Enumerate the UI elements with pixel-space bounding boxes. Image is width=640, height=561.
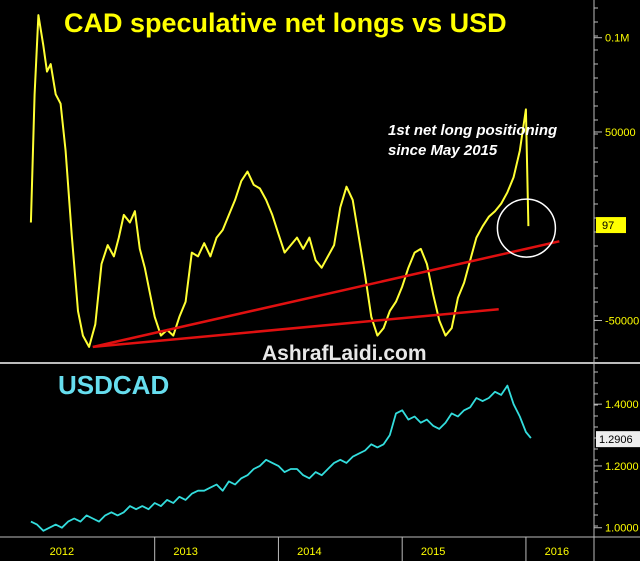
- watermark: AshrafLaidi.com: [262, 342, 427, 365]
- top-y-tick-label: -50000: [605, 316, 639, 328]
- positions-panel: [29, 14, 560, 349]
- usdcad-panel: [30, 384, 532, 532]
- top-y-tick-label: 50000: [605, 127, 636, 139]
- last-value-tag: 97: [602, 220, 614, 232]
- trendline: [92, 240, 560, 349]
- x-tick-label: 2014: [297, 546, 321, 558]
- annotation-line-2: since May 2015: [388, 142, 498, 159]
- trendline: [92, 307, 499, 349]
- usdcad-series-line: [30, 384, 532, 532]
- x-tick-label: 2015: [421, 546, 445, 558]
- bottom-y-tick-label: 1.2000: [605, 461, 639, 473]
- main-title: CAD speculative net longs vs USD: [64, 8, 507, 38]
- usdcad-tag-bg: [596, 431, 640, 448]
- axis-layer: 0.1M 50000 -50000 1.4000 1.2000 1.0000 2012 201…: [50, 33, 640, 561]
- highlight-circle: [496, 198, 557, 258]
- annotation-line-1: 1st net long positioning: [388, 122, 557, 139]
- bottom-y-tick-label: 1.0000: [605, 523, 639, 535]
- bottom-y-tick-label: 1.4000: [605, 399, 639, 411]
- positions-series-line: [29, 14, 530, 348]
- usdcad-last-value-tag: 1.2906: [599, 434, 633, 446]
- x-tick-label: 2016: [545, 546, 569, 558]
- x-tick-label: 2012: [50, 546, 74, 558]
- last-value-tag-bg: [596, 217, 626, 234]
- x-tick-label: 2013: [173, 546, 197, 558]
- top-y-tick-label: 0.1M: [605, 33, 629, 45]
- usdcad-title: USDCAD: [58, 370, 169, 400]
